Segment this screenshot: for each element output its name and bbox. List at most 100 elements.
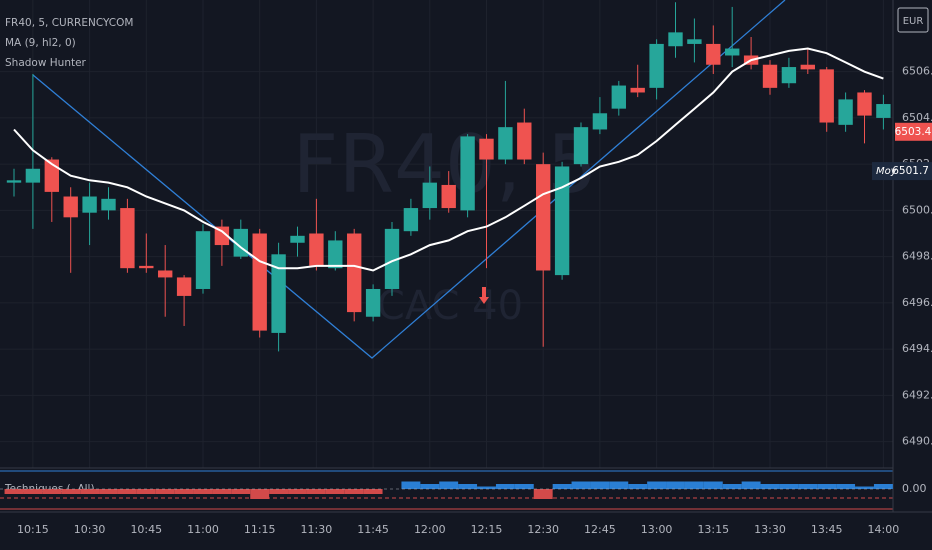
candle-body <box>290 235 305 243</box>
ma-price-box <box>872 162 932 181</box>
candle-body <box>781 67 797 84</box>
indicator-bar <box>420 484 440 489</box>
signal-arrow <box>479 287 489 304</box>
candle-body <box>25 168 41 183</box>
x-tick-label: 12:00 <box>414 523 446 536</box>
candle-body <box>214 226 230 246</box>
candle-body <box>611 85 626 109</box>
candle-body <box>139 265 154 269</box>
indicator-bar <box>212 489 232 494</box>
x-tick-label: 11:30 <box>301 523 333 536</box>
x-tick-label: 11:45 <box>357 523 389 536</box>
y-tick-label: 6506.0 <box>902 65 932 78</box>
ma-price-name: Moy <box>876 166 898 177</box>
y-tick-label: 6504.0 <box>902 111 932 124</box>
x-tick-label: 10:15 <box>17 523 49 536</box>
currency-box[interactable] <box>897 7 929 33</box>
y-tick-label: 6492.0 <box>902 388 932 401</box>
candle-body <box>365 288 381 317</box>
indicator-bar <box>136 489 156 494</box>
candle-body <box>517 122 532 160</box>
indicator-bar <box>23 489 43 494</box>
indicator-bar <box>269 489 289 494</box>
candle-body <box>630 87 645 93</box>
indicator-bar <box>61 489 81 494</box>
candle-body <box>101 198 116 211</box>
x-tick-label: 13:45 <box>811 523 843 536</box>
indicator-bar <box>533 489 553 499</box>
candle-body <box>120 208 135 269</box>
indicator-bar <box>571 481 591 489</box>
x-tick-label: 11:15 <box>244 523 276 536</box>
indicator-bar <box>363 489 383 494</box>
indicator-bar <box>193 489 213 494</box>
candle-body <box>6 180 22 183</box>
x-tick-label: 12:45 <box>584 523 616 536</box>
indicator-bar <box>760 484 780 489</box>
candle-body <box>441 184 456 209</box>
candle-body <box>819 69 834 123</box>
indicator-bar <box>817 484 837 489</box>
indicator-bar <box>42 489 62 494</box>
candle-body <box>838 99 853 125</box>
x-tick-label: 13:30 <box>754 523 786 536</box>
indicator-bar <box>306 489 326 494</box>
candle-body <box>82 196 97 213</box>
candle-body <box>460 136 475 211</box>
candle-body <box>536 164 551 271</box>
candle-body <box>195 231 211 289</box>
indicator-bar <box>647 481 667 489</box>
currency: EUR <box>903 16 924 27</box>
last-price-box <box>895 122 932 141</box>
ma-price-value: 6501.7 <box>892 165 929 177</box>
x-tick-label: 12:15 <box>471 523 503 536</box>
indicator-bar <box>117 489 137 494</box>
candle-body <box>176 277 192 296</box>
candle-body <box>63 196 78 218</box>
indicator-bar <box>703 481 723 489</box>
candle-body <box>762 64 778 88</box>
indicator-bar <box>798 484 818 489</box>
candle-body <box>44 159 59 192</box>
indicator-bar <box>325 489 345 494</box>
candle-body <box>158 270 173 278</box>
indicator-bar <box>722 484 742 489</box>
y-tick-label: 6494.0 <box>902 342 932 355</box>
x-tick-label: 14:00 <box>868 523 900 536</box>
x-tick-label: 13:15 <box>697 523 729 536</box>
ma-legend: MA (9, hl2, 0) <box>5 37 76 49</box>
x-tick-label: 11:00 <box>187 523 219 536</box>
indicator-bar <box>439 481 459 489</box>
indicator-bar <box>4 489 24 494</box>
x-tick-label: 13:00 <box>641 523 673 536</box>
ma-line <box>13 47 884 272</box>
indicator-legend: Shadow Hunter <box>5 57 87 69</box>
candle-body <box>328 240 343 269</box>
indicator-bar <box>155 489 175 494</box>
candle-body <box>554 166 570 276</box>
indicator-bar <box>344 489 364 494</box>
indicator-bar <box>231 489 251 494</box>
candle-body <box>479 138 494 160</box>
indicator-bar <box>628 484 648 489</box>
y-tick-label: 6496.0 <box>902 296 932 309</box>
indicator-bar <box>779 484 799 489</box>
indicator-bar <box>855 486 874 489</box>
candle-body <box>725 48 740 56</box>
indicator-bar <box>495 484 515 489</box>
zigzag <box>32 0 786 359</box>
candle-body <box>347 233 362 313</box>
candle-body <box>592 113 608 130</box>
candle-body <box>384 228 400 289</box>
indicator-bar <box>590 481 610 489</box>
indicator-bar <box>288 489 307 494</box>
indicator-bar <box>873 484 893 489</box>
indicator-bar <box>836 484 856 489</box>
indicator-bar <box>80 489 100 494</box>
indicator-bar <box>552 484 572 489</box>
x-tick-label: 12:30 <box>527 523 559 536</box>
candle-body <box>857 92 872 116</box>
x-tick-label: 10:30 <box>74 523 106 536</box>
